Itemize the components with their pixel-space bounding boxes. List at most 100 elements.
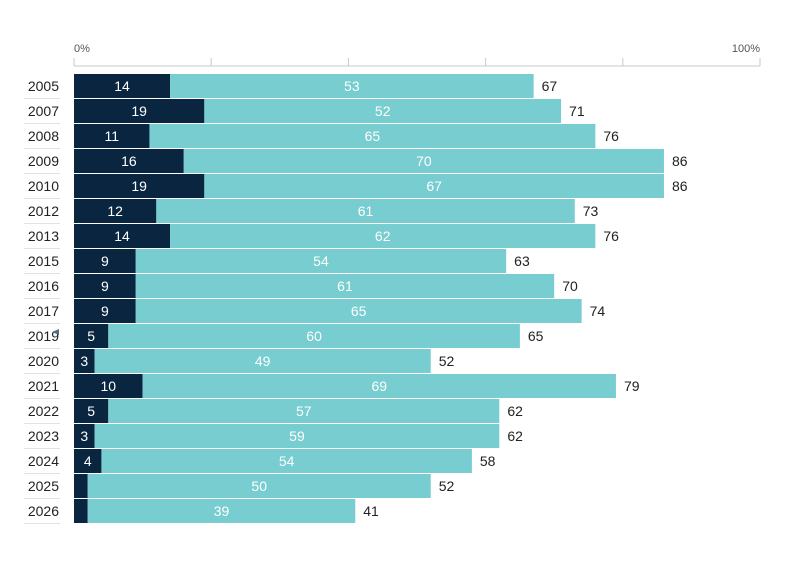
bar-segment-2007-s1 xyxy=(204,99,562,123)
bar-value-label-2016-s1: 61 xyxy=(337,278,353,294)
bar-segment-2020-s0 xyxy=(74,349,95,373)
bar-value-label-2020-s0: 3 xyxy=(80,353,88,369)
bar-total-label-2015: 63 xyxy=(514,253,530,269)
bar-segment-2025-s1 xyxy=(87,474,431,498)
bar-segment-2005-s0 xyxy=(74,74,171,98)
bar-value-label-2022-s0: 5 xyxy=(87,403,95,419)
bar-total-label-2017: 74 xyxy=(590,303,606,319)
bar-value-label-2020-s1: 49 xyxy=(255,353,271,369)
bar-segment-2019-s0 xyxy=(74,324,109,348)
bar-value-label-2015-s1: 54 xyxy=(313,253,329,269)
bar-value-label-2005-s0: 14 xyxy=(114,78,130,94)
bar-value-label-2012-s1: 61 xyxy=(358,203,374,219)
bar-segment-2024-s1 xyxy=(101,449,472,473)
x-tick-label-0: 0% xyxy=(74,43,90,55)
category-label-2017: 2017 xyxy=(28,303,59,319)
bar-value-label-2013-s1: 62 xyxy=(375,228,391,244)
category-label-2023: 2023 xyxy=(28,428,59,444)
bar-segment-2012-s0 xyxy=(74,199,157,223)
bar-segment-2026-s0 xyxy=(74,499,88,523)
bar-segment-2017-s0 xyxy=(74,299,136,323)
bar-total-label-2010: 86 xyxy=(672,178,688,194)
bar-total-label-2020: 52 xyxy=(439,353,455,369)
bar-segment-2022-s0 xyxy=(74,399,109,423)
bar-segment-2015-s0 xyxy=(74,249,136,273)
bar-segment-2008-s1 xyxy=(149,124,596,148)
bar-segment-2008-s0 xyxy=(74,124,150,148)
category-label-2019: 2019 xyxy=(28,328,59,344)
bar-value-label-2009-s1: 70 xyxy=(416,153,432,169)
bar-total-label-2009: 86 xyxy=(672,153,688,169)
bar-value-label-2017-s1: 65 xyxy=(351,303,367,319)
bar-segment-2023-s0 xyxy=(74,424,95,448)
bar-segment-2010-s1 xyxy=(204,174,664,198)
category-label-2009: 2009 xyxy=(28,153,59,169)
bar-value-label-2010-s1: 67 xyxy=(426,178,442,194)
bar-segment-2013-s1 xyxy=(170,224,596,248)
bar-segment-2021-s0 xyxy=(74,374,143,398)
bar-value-label-2023-s1: 59 xyxy=(289,428,305,444)
bar-segment-2010-s0 xyxy=(74,174,205,198)
bar-total-label-2008: 76 xyxy=(603,128,619,144)
category-label-2026: 2026 xyxy=(28,503,59,519)
category-label-2013: 2013 xyxy=(28,228,59,244)
bar-value-label-2017-s0: 9 xyxy=(101,303,109,319)
bar-value-label-2013-s0: 14 xyxy=(114,228,130,244)
category-label-2024: 2024 xyxy=(28,453,59,469)
bar-value-label-2023-s0: 3 xyxy=(80,428,88,444)
bar-total-label-2019: 65 xyxy=(528,328,544,344)
bar-total-label-2005: 67 xyxy=(542,78,558,94)
bar-value-label-2021-s0: 10 xyxy=(101,378,117,394)
bar-total-label-2012: 73 xyxy=(583,203,599,219)
bar-value-label-2005-s1: 53 xyxy=(344,78,360,94)
category-label-2012: 2012 xyxy=(28,203,59,219)
bar-total-label-2024: 58 xyxy=(480,453,496,469)
category-label-2015: 2015 xyxy=(28,253,59,269)
bar-value-label-2012-s0: 12 xyxy=(107,203,123,219)
bar-total-label-2016: 70 xyxy=(562,278,578,294)
bar-segment-2009-s1 xyxy=(183,149,664,173)
bar-value-label-2021-s1: 69 xyxy=(371,378,387,394)
bar-value-label-2010-s0: 19 xyxy=(131,178,147,194)
bar-value-label-2025-s1: 50 xyxy=(251,478,267,494)
bar-total-label-2025: 52 xyxy=(439,478,455,494)
category-label-2005: 2005 xyxy=(28,78,59,94)
bar-value-label-2008-s0: 11 xyxy=(104,128,119,144)
bar-value-label-2015-s0: 9 xyxy=(101,253,109,269)
bar-segment-2016-s1 xyxy=(135,274,555,298)
category-label-2016: 2016 xyxy=(28,278,59,294)
bar-value-label-2022-s1: 57 xyxy=(296,403,312,419)
bar-segment-2020-s1 xyxy=(94,349,431,373)
bar-segment-2009-s0 xyxy=(74,149,184,173)
x-tick-label-5: 100% xyxy=(732,43,760,55)
bar-segment-2016-s0 xyxy=(74,274,136,298)
category-label-2008: 2008 xyxy=(28,128,59,144)
category-label-2021: 2021 xyxy=(28,378,59,394)
bar-value-label-2026-s1: 39 xyxy=(214,503,230,519)
bar-value-label-2019-s0: 5 xyxy=(87,328,95,344)
bar-total-label-2007: 71 xyxy=(569,103,585,119)
bar-value-label-2016-s0: 9 xyxy=(101,278,109,294)
bar-segment-2007-s0 xyxy=(74,99,205,123)
category-label-2022: 2022 xyxy=(28,403,59,419)
category-label-2007: 2007 xyxy=(28,103,59,119)
bar-total-label-2023: 62 xyxy=(507,428,523,444)
bar-value-label-2019-s1: 60 xyxy=(306,328,322,344)
bar-value-label-2024-s1: 54 xyxy=(279,453,295,469)
bar-segment-2019-s1 xyxy=(108,324,520,348)
bar-value-label-2007-s1: 52 xyxy=(375,103,391,119)
bar-value-label-2009-s0: 16 xyxy=(121,153,137,169)
highlight-marker-icon xyxy=(52,329,59,335)
bar-segment-2026-s1 xyxy=(87,499,356,523)
bar-value-label-2024-s0: 4 xyxy=(84,453,92,469)
category-label-2010: 2010 xyxy=(28,178,59,194)
bar-segment-2017-s1 xyxy=(135,299,582,323)
bar-segment-2005-s1 xyxy=(170,74,534,98)
bar-segment-2012-s1 xyxy=(156,199,575,223)
bar-total-label-2022: 62 xyxy=(507,403,523,419)
bar-total-label-2013: 76 xyxy=(603,228,619,244)
category-label-2025: 2025 xyxy=(28,478,59,494)
bar-segment-2023-s1 xyxy=(94,424,500,448)
bar-segment-2015-s1 xyxy=(135,249,507,273)
bar-segment-2024-s0 xyxy=(74,449,102,473)
